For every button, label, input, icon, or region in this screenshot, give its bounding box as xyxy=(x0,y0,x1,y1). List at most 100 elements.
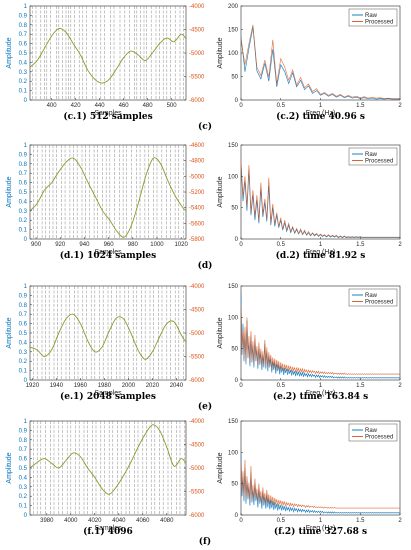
y2-tick-label: -4800 xyxy=(189,159,205,165)
y-tick-label: 0.9 xyxy=(19,428,28,434)
row-tag: (c) xyxy=(198,121,212,132)
plot-area xyxy=(29,420,187,516)
y-tick-label: 0.8 xyxy=(19,162,28,168)
y-tick-label: 0.7 xyxy=(19,32,28,38)
x-tick-label: 1020 xyxy=(174,242,188,248)
y2-tick-label: -5200 xyxy=(189,190,205,196)
processed-series-line xyxy=(241,459,400,509)
y-tick-label: 50 xyxy=(231,206,238,212)
row-tag: (f) xyxy=(199,536,211,547)
y-tick-label: 0.4 xyxy=(19,199,28,205)
x-tick-label: 2 xyxy=(398,383,402,389)
signal-line xyxy=(30,313,186,360)
x-tick-label: 980 xyxy=(128,242,139,248)
signal-line xyxy=(30,424,186,495)
y2-tick-label: -5000 xyxy=(189,174,205,180)
x-axis-label: Samples xyxy=(94,249,122,256)
y-tick-label: 0.4 xyxy=(19,340,28,346)
y-tick-label: 0.5 xyxy=(19,466,28,472)
panel-caption: (f.1) 4096 xyxy=(83,526,133,537)
y-tick-label: 1 xyxy=(24,284,28,290)
raw-series-line xyxy=(241,452,400,514)
y-tick-label: 100 xyxy=(228,450,239,456)
legend-label-processed: Processed xyxy=(365,20,393,26)
y2-tick-label: -5600 xyxy=(189,221,205,227)
panel-caption: (e.2) time 163.84 s xyxy=(273,391,368,402)
x-tick-label: 2 xyxy=(398,103,402,109)
y2-tick-label: -6000 xyxy=(189,98,205,104)
y-tick-label: 0.2 xyxy=(19,218,28,224)
legend-label-raw: Raw xyxy=(365,13,378,19)
y2-tick-label: -4000 xyxy=(189,419,205,425)
plot-content xyxy=(241,452,400,514)
y-tick-label: 0 xyxy=(235,98,239,104)
x-tick-label: 960 xyxy=(104,242,115,248)
y-tick-label: 0 xyxy=(235,378,239,384)
y-tick-label: 0.9 xyxy=(19,293,28,299)
x-tick-label: 1000 xyxy=(150,242,164,248)
y-tick-label: 50 xyxy=(231,482,238,488)
y2-tick-label: -4500 xyxy=(189,28,205,34)
x-axis-label: Samples xyxy=(94,110,122,117)
y-tick-label: 0.7 xyxy=(19,312,28,318)
x-tick-label: 1920 xyxy=(26,383,40,389)
x-tick-label: 4000 xyxy=(64,518,78,524)
y-tick-label: 100 xyxy=(228,174,239,180)
x-tick-label: 2000 xyxy=(122,383,136,389)
y-tick-label: 100 xyxy=(228,51,239,57)
y2-tick-label: -5500 xyxy=(189,490,205,496)
y-axis-label: Amplitude xyxy=(217,317,224,348)
x-tick-label: 1.5 xyxy=(356,103,365,109)
y-tick-label: 0.3 xyxy=(19,350,28,356)
x-axis-label: Freq (Hz) xyxy=(306,249,336,256)
x-tick-label: 460 xyxy=(119,103,130,109)
x-tick-label: 440 xyxy=(95,103,106,109)
x-tick-label: 2040 xyxy=(170,383,184,389)
y-tick-label: 0.9 xyxy=(19,13,28,19)
x-tick-label: 1.5 xyxy=(356,383,365,389)
raw-series-line xyxy=(241,27,400,100)
chart-e2: 0 0.5 1 1.5 2 0 50 100 150 Freq (Hz) Amplitude RawP… xyxy=(217,284,402,402)
y-tick-label: 0.8 xyxy=(19,438,28,444)
processed-series-line xyxy=(241,24,400,99)
x-tick-label: 0 xyxy=(239,103,243,109)
signal-line xyxy=(30,157,186,238)
legend-label-raw: Raw xyxy=(365,152,378,158)
x-tick-label: 480 xyxy=(143,103,154,109)
y-tick-label: 0.2 xyxy=(19,494,28,500)
x-axis-label: Freq (Hz) xyxy=(306,390,336,397)
y-tick-label: 0 xyxy=(24,378,28,384)
chart-c1: 400 420 440 460 480 500 0 0.1 0.2 0.3 0.4 0.5 0.6 0.7… xyxy=(6,4,212,132)
y2-tick-label: -5400 xyxy=(189,206,205,212)
x-axis-label: Freq (Hz) xyxy=(306,110,336,117)
x-axis-label: Samples xyxy=(94,390,122,397)
y2-tick-label: -5500 xyxy=(189,75,205,81)
y-axis-label: Amplitude xyxy=(6,176,13,207)
x-tick-label: 1940 xyxy=(50,383,64,389)
y-tick-label: 0.6 xyxy=(19,42,28,48)
x-tick-label: 1980 xyxy=(98,383,112,389)
y-tick-label: 0.4 xyxy=(19,60,28,66)
y2-tick-label: -5000 xyxy=(189,51,205,57)
row-tag: (d) xyxy=(198,260,213,271)
y-tick-label: 0.4 xyxy=(19,475,28,481)
y-tick-label: 0 xyxy=(235,237,239,243)
x-tick-label: 0.5 xyxy=(277,518,286,524)
x-tick-label: 3980 xyxy=(40,518,54,524)
x-tick-label: 1 xyxy=(319,242,323,248)
chart-d1: 900 920 940 960 980 1000 1020 0 0.1 0.2 0.3 0.4 0.5 0… xyxy=(6,143,212,271)
x-tick-label: 420 xyxy=(71,103,82,109)
plot-area xyxy=(29,144,187,240)
y-tick-label: 150 xyxy=(228,28,239,34)
y-tick-label: 0.6 xyxy=(19,181,28,187)
plot-content xyxy=(30,286,186,380)
x-tick-label: 0.5 xyxy=(277,383,286,389)
x-tick-label: 0.5 xyxy=(277,103,286,109)
y2-tick-label: -4500 xyxy=(189,443,205,449)
y-tick-label: 0.6 xyxy=(19,322,28,328)
x-tick-label: 2020 xyxy=(146,383,160,389)
y-axis-label: Amplitude xyxy=(6,317,13,348)
y2-tick-label: -5800 xyxy=(189,237,205,243)
